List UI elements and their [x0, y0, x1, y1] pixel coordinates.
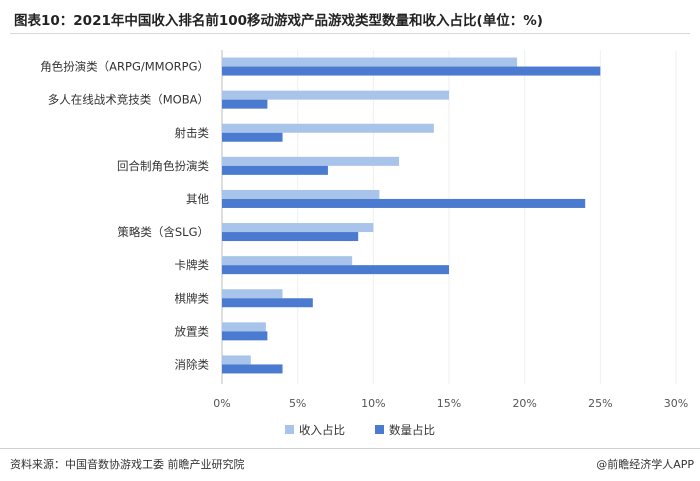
x-tick-label: 0%: [213, 397, 230, 410]
bar-收入占比: [222, 355, 251, 365]
category-label: 角色扮演类（ARPG/MMORPG）: [40, 60, 209, 74]
category-label: 策略类（含SLG）: [117, 225, 209, 239]
category-label: 卡牌类: [175, 258, 210, 272]
legend-swatch: [375, 425, 384, 434]
legend-label: 数量占比: [389, 423, 435, 437]
bar-收入占比: [222, 322, 266, 332]
chart-bars: [222, 57, 601, 374]
bar-收入占比: [222, 223, 374, 233]
chart-title: 图表10：2021年中国收入排名前100移动游戏产品游戏类型数量和收入占比(单位…: [14, 13, 543, 29]
bar-数量占比: [222, 132, 283, 142]
source-note: 资料来源：中国音数协游戏工委 前瞻产业研究院: [10, 458, 245, 471]
bar-数量占比: [222, 265, 449, 275]
category-label: 射击类: [175, 126, 210, 140]
title-divider: [10, 33, 690, 34]
chart-legend: 收入占比 数量占比: [285, 423, 435, 437]
x-tick-label: 25%: [588, 397, 612, 410]
bar-数量占比: [222, 331, 268, 341]
x-tick-label: 15%: [437, 397, 461, 410]
bar-收入占比: [222, 90, 449, 100]
bar-收入占比: [222, 156, 400, 166]
bar-收入占比: [222, 256, 353, 266]
x-tick-label: 10%: [361, 397, 385, 410]
bar-chart: 角色扮演类（ARPG/MMORPG） 多人在线战术竞技类（MOBA） 射击类回合制角…: [40, 50, 688, 437]
bar-收入占比: [222, 123, 434, 133]
legend-swatch: [285, 425, 294, 434]
category-label: 棋牌类: [175, 291, 210, 305]
x-axis-ticks: 0% 5% 10% 15% 20% 25% 30%: [213, 397, 688, 410]
bar-数量占比: [222, 99, 268, 109]
category-labels: 角色扮演类（ARPG/MMORPG） 多人在线战术竞技类（MOBA） 射击类回合制角…: [40, 60, 209, 372]
bar-收入占比: [222, 57, 518, 67]
bar-数量占比: [222, 198, 586, 208]
footer: 资料来源：中国音数协游戏工委 前瞻产业研究院 @前瞻经济学人APP: [0, 448, 700, 481]
category-label: 消除类: [175, 357, 210, 371]
bar-数量占比: [222, 364, 283, 374]
bar-收入占比: [222, 289, 283, 299]
x-tick-label: 20%: [512, 397, 536, 410]
category-label: 多人在线战术竞技类（MOBA）: [48, 93, 209, 107]
category-label: 其他: [186, 192, 209, 206]
legend-label: 收入占比: [299, 423, 345, 437]
bar-收入占比: [222, 189, 380, 199]
category-label: 放置类: [175, 324, 210, 338]
chart-gridlines: [221, 50, 677, 384]
bar-数量占比: [222, 165, 328, 175]
x-tick-label: 5%: [289, 397, 306, 410]
bar-数量占比: [222, 298, 313, 308]
bar-数量占比: [222, 66, 601, 76]
category-label: 回合制角色扮演类: [117, 159, 209, 173]
bar-数量占比: [222, 232, 359, 242]
x-tick-label: 30%: [664, 397, 688, 410]
brand-credit: @前瞻经济学人APP: [596, 458, 694, 471]
